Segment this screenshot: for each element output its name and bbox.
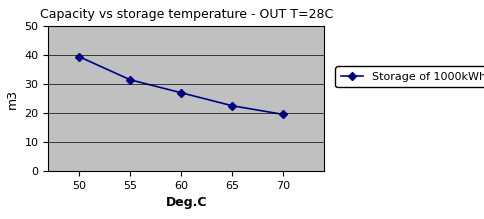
Storage of 1000kWh — [76, 55, 82, 58]
Storage of 1000kWh — [127, 78, 133, 81]
Storage of 1000kWh — [178, 92, 184, 94]
Title: Capacity vs storage temperature - OUT T=28C: Capacity vs storage temperature - OUT T=… — [40, 8, 333, 21]
X-axis label: Deg.C: Deg.C — [166, 196, 207, 209]
Storage of 1000kWh — [281, 113, 287, 116]
Y-axis label: m3: m3 — [6, 88, 19, 109]
Line: Storage of 1000kWh: Storage of 1000kWh — [76, 54, 286, 117]
Storage of 1000kWh — [229, 104, 235, 107]
Legend: Storage of 1000kWh: Storage of 1000kWh — [335, 66, 484, 87]
